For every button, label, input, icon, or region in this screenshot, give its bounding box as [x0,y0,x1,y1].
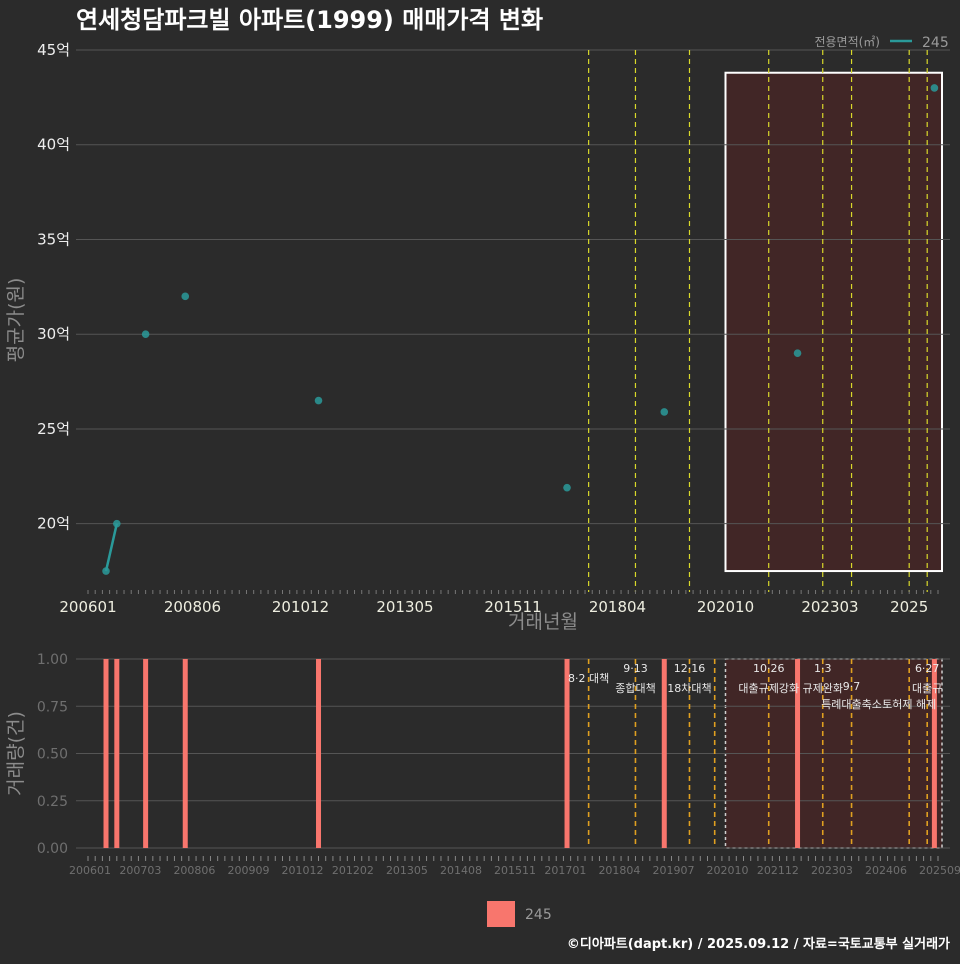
policy-label: 9·13 [623,662,648,675]
x-axis-title: 거래년월 [508,611,578,633]
data-point [141,330,150,339]
y-tick-label: 45억 [37,41,70,59]
volume-bar [114,659,120,848]
x-tick-label: 202406 [865,864,907,877]
y-tick-label: 0.75 [37,699,68,715]
price-panel: 20억 25억 30억 35억 40억 45억 200601 200806 201012 2013… [5,41,950,633]
x-tick-label: 201012 [272,598,329,616]
policy-label: 10·26 [753,662,785,675]
policy-label: 6·27 [915,662,940,675]
x-tick-label: 200601 [59,598,116,616]
y-tick-label: 30억 [37,325,70,343]
x-tick-label: 201305 [376,598,433,616]
volume-legend: 245 [487,901,552,927]
policy-label: 9·7 [843,680,861,693]
policy-label: 종합대책 [615,682,655,695]
x-tick-label: 201305 [386,864,428,877]
volume-bar [143,659,149,848]
y-tick-label: 25억 [37,420,70,438]
x-tick-label: 201804 [589,598,646,616]
legend-swatch [487,901,515,927]
volume-bar [931,659,937,848]
x-tick-label: 2025 [890,598,928,616]
x-tick-label: 200601 [69,864,111,877]
y-tick-label: 20억 [37,515,70,533]
x-tick-label: 201511 [494,864,536,877]
y-tick-label: 1.00 [37,652,68,668]
x-tick-label: 200806 [173,864,215,877]
data-point [793,349,802,357]
data-point [563,483,571,492]
data-point [113,519,121,528]
y-tick-label: 0.00 [37,841,68,857]
x-tick-label: 201804 [598,864,640,877]
policy-label: 12·16 [674,662,706,675]
policy-label: 토허제 해제 [882,697,936,711]
volume-bar [661,659,667,848]
policy-label: 대출규제강화 [738,682,799,695]
y-tick-label: 0.50 [37,747,68,763]
x-tick-label: 200806 [164,598,221,616]
policy-label: 8·2 대책 [568,672,609,685]
policy-label: 규제완화 [803,682,843,695]
y-axis-title: 평균가(원) [5,278,27,363]
policy-label: 대출규 [912,682,942,695]
legend-label: 245 [922,35,949,51]
legend-title: 전용면적(㎡) [814,35,880,49]
y-axis-title: 거래량(건) [5,711,27,796]
volume-bar [182,659,188,848]
x-tick-label: 200703 [119,864,161,877]
highlight-range-box [724,71,943,573]
policy-label: 특례대출축소 [821,698,882,711]
price-legend: 전용면적(㎡) 245 [814,35,948,51]
volume-bar [564,659,570,848]
data-point [102,567,110,575]
volume-panel: 0.00 0.25 0.50 0.75 1.00 8·2 대책 9·13 종합대책 12·16 1… [5,652,960,877]
data-point [930,84,939,92]
volume-bar [316,659,322,848]
y-tick-label: 0.25 [37,794,68,810]
volume-bar [103,659,109,848]
data-point [314,396,323,405]
chart-title: 연세청담파크빌 아파트(1999) 매매가격 변화 [76,6,543,34]
x-tick-label: 201012 [282,864,324,877]
series-line-segment [104,523,119,572]
policy-label: 1·3 [814,662,832,675]
x-tick-label: 202303 [801,598,858,616]
x-tick-label: 202010 [697,598,754,616]
policy-label: 18차대책 [667,682,711,695]
y-tick-label: 35억 [37,230,70,248]
x-tick-label: 201907 [652,864,694,877]
x-tick-label: 200909 [227,864,269,877]
y-tick-label: 40억 [37,136,70,154]
x-tick-label: 201202 [332,864,374,877]
data-point [181,292,190,301]
volume-bar [795,659,801,848]
x-tick-label: 202112 [757,864,799,877]
data-point [660,408,669,416]
x-tick-label: 201701 [544,864,586,877]
x-tick-label: 201408 [440,864,482,877]
x-tick-label: 202303 [811,864,853,877]
x-tick-label: 202509 [919,864,960,877]
legend-label: 245 [525,907,552,923]
x-tick-label: 202010 [707,864,749,877]
x-tick-label: 201511 [484,598,541,616]
footer-credit: ©디아파트(dapt.kr) / 2025.09.12 / 자료=국토교통부 실… [567,936,950,952]
